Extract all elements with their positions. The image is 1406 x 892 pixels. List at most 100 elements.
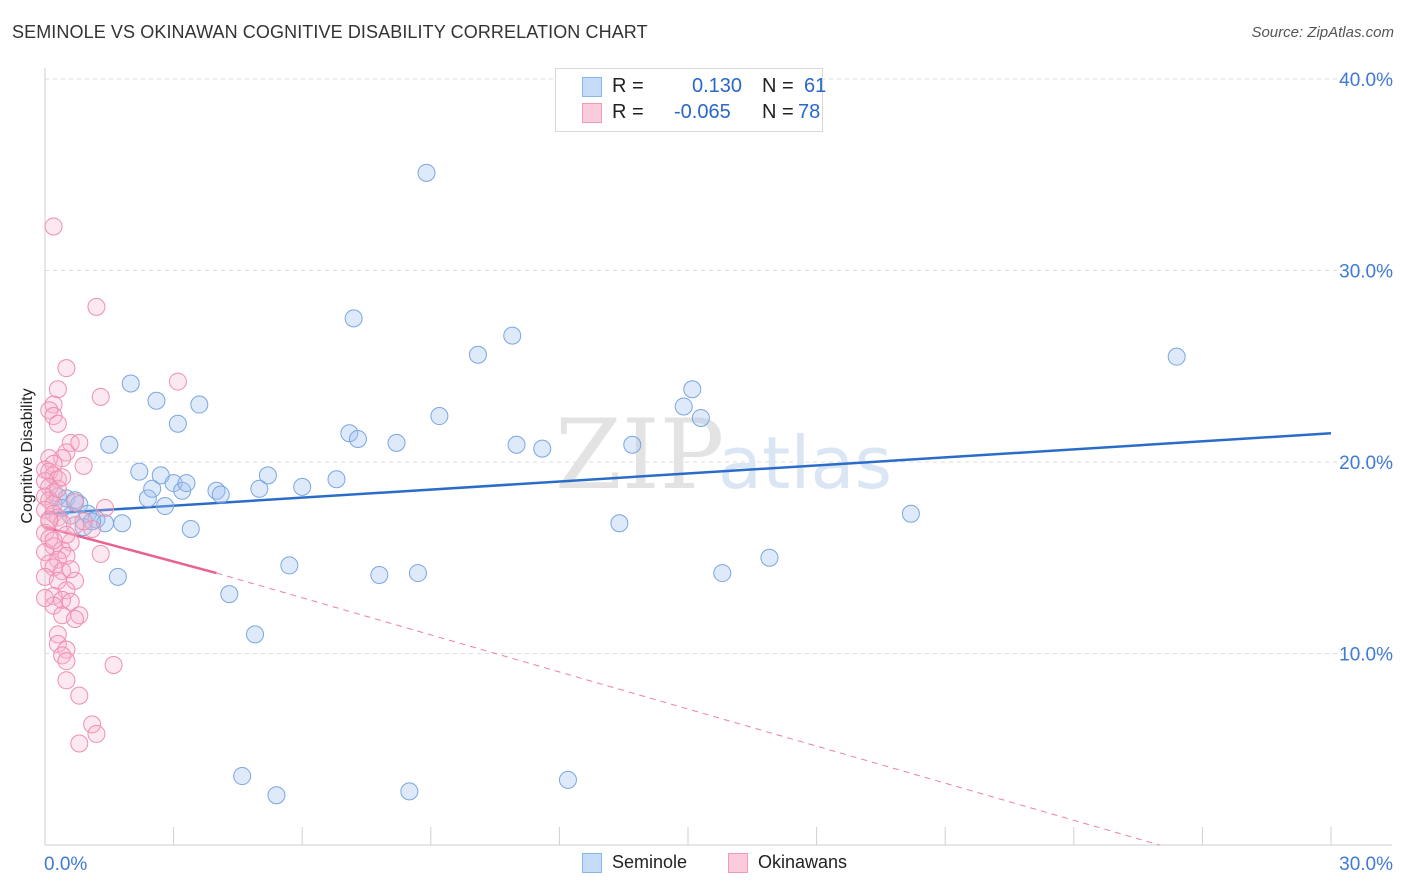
- okinawan-point: [61, 560, 80, 579]
- okinawan-point: [87, 724, 106, 743]
- okinawan-point: [70, 686, 89, 705]
- okinawan-point: [57, 671, 76, 690]
- seminole-point: [340, 424, 359, 443]
- seminole-point: [220, 585, 239, 604]
- okinawan-point: [104, 655, 123, 674]
- okinawan-point: [83, 715, 102, 734]
- okinawan-point: [61, 592, 80, 611]
- seminole-point: [417, 163, 436, 182]
- seminole-point: [143, 479, 162, 498]
- okinawan-point: [70, 433, 89, 452]
- okinawan-point: [57, 652, 76, 671]
- bottom-legend-label-okinawans: Okinawans: [758, 852, 848, 872]
- seminole-point: [713, 564, 732, 583]
- seminole-point: [156, 497, 175, 516]
- okinawan-point: [44, 531, 63, 550]
- seminole-point: [177, 474, 196, 493]
- legend-r-label: R =: [612, 101, 644, 123]
- seminole-point: [348, 430, 367, 449]
- seminole-point: [623, 435, 642, 454]
- legend-r-label: R =: [612, 75, 644, 97]
- okinawan-point: [91, 387, 110, 406]
- legend-r-value: -0.065: [674, 101, 731, 123]
- chart-title: SEMINOLE VS OKINAWAN COGNITIVE DISABILIT…: [12, 22, 648, 42]
- okinawan-point: [87, 297, 106, 316]
- okinawan-point: [48, 634, 67, 653]
- okinawan-point: [48, 380, 67, 399]
- bottom-legend-swatch-seminole: [582, 853, 602, 873]
- legend-r-value: 0.130: [692, 75, 743, 97]
- seminole-point: [760, 548, 779, 567]
- seminole-point: [280, 556, 299, 575]
- seminole-point: [674, 397, 693, 416]
- seminole-point: [901, 504, 920, 523]
- y-axis-label: Cognitive Disability: [19, 388, 36, 524]
- axis-layer: [44, 68, 1392, 846]
- seminole-point: [267, 786, 286, 805]
- seminole-point: [430, 407, 449, 426]
- seminole-point: [610, 514, 629, 533]
- seminole-point: [468, 345, 487, 364]
- seminole-point: [507, 435, 526, 454]
- correlation-legend: R = 0.130 N = 61 R = -0.065 N = 78: [555, 68, 827, 132]
- seminole-point: [113, 514, 132, 533]
- seminole-point: [327, 470, 346, 489]
- seminole-trend-line: [44, 432, 1332, 515]
- legend-n-value: 78: [798, 101, 821, 123]
- seminole-point: [211, 485, 230, 504]
- seminole-point: [108, 567, 127, 586]
- okinawan-trend-extension: [216, 572, 1160, 846]
- watermark-zip: ZIP: [555, 399, 724, 511]
- y-tick-label: 40.0%: [1339, 70, 1393, 91]
- okinawan-point: [66, 493, 85, 512]
- seminole-point: [130, 462, 149, 481]
- tick-label-layer: 10.0% 20.0% 30.0% 40.0% 0.0% 30.0%: [44, 70, 1393, 875]
- seminole-point: [168, 414, 187, 433]
- seminole-point: [387, 433, 406, 452]
- seminole-point: [1167, 347, 1186, 366]
- okinawan-point: [44, 537, 63, 556]
- seminole-point: [121, 374, 140, 393]
- okinawan-point: [91, 544, 110, 563]
- source-label: Source: ZipAtlas.com: [1251, 24, 1394, 41]
- okinawan-point: [48, 414, 67, 433]
- okinawan-point: [44, 217, 63, 236]
- bottom-legend-swatch-okinawans: [728, 853, 748, 873]
- x-tick-label: 30.0%: [1339, 854, 1393, 875]
- seminole-point: [683, 380, 702, 399]
- okinawan-point: [48, 625, 67, 644]
- y-tick-label: 20.0%: [1339, 453, 1393, 474]
- okinawan-point: [53, 449, 72, 468]
- seminole-point: [344, 309, 363, 328]
- seminole-point: [138, 489, 157, 508]
- watermark: ZIP atlas: [555, 399, 892, 511]
- y-tick-label: 30.0%: [1339, 262, 1393, 283]
- okinawan-point: [74, 512, 93, 531]
- seminole-point: [258, 466, 277, 485]
- seminole-point: [503, 326, 522, 345]
- seminole-point: [181, 520, 200, 539]
- points-layer: [36, 163, 1186, 805]
- seminole-point: [293, 477, 312, 496]
- seminole-point: [400, 782, 419, 801]
- seminole-point: [147, 391, 166, 410]
- okinawan-point: [74, 456, 93, 475]
- seminole-point: [233, 767, 252, 786]
- okinawan-point: [48, 479, 67, 498]
- okinawan-point: [168, 372, 187, 391]
- okinawan-point: [36, 588, 54, 607]
- seminole-point: [408, 564, 427, 583]
- okinawan-point: [66, 610, 85, 629]
- legend-n-value: 61: [804, 75, 827, 97]
- okinawan-point: [40, 510, 59, 529]
- legend-n-label: N =: [762, 75, 794, 97]
- seminole-point: [558, 770, 577, 789]
- seminole-point: [370, 565, 389, 584]
- legend-swatch-okinawans: [582, 103, 602, 123]
- okinawan-point: [70, 734, 89, 753]
- seminole-point: [250, 479, 269, 498]
- okinawan-point: [57, 359, 76, 378]
- seminole-point: [246, 625, 265, 644]
- okinawan-point: [53, 468, 72, 487]
